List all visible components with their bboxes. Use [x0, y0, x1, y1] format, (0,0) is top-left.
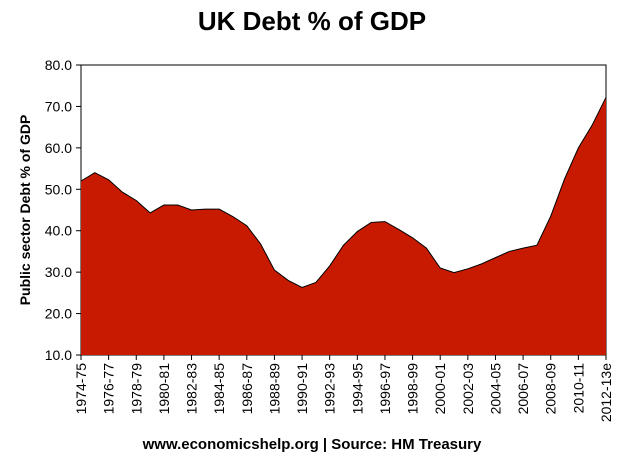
- x-tick-label: 1976-77: [101, 363, 117, 415]
- x-tick-label: 2006-07: [515, 363, 531, 415]
- x-tick-label: 1974-75: [73, 363, 89, 415]
- source-caption: www.economicshelp.org | Source: HM Treas…: [142, 436, 482, 453]
- y-tick-label: 50.0: [45, 181, 72, 197]
- y-tick-label: 10.0: [45, 347, 72, 363]
- x-tick-label: 1984-85: [211, 363, 227, 415]
- x-tick-label: 1982-83: [184, 363, 200, 415]
- x-tick-label: 1986-87: [239, 363, 255, 415]
- x-tick-label: 1996-97: [377, 363, 393, 415]
- x-tick-label: 2004-05: [487, 363, 503, 415]
- y-axis-title: Public sector Debt % of GDP: [17, 115, 33, 306]
- x-tick-label: 1994-95: [349, 363, 365, 415]
- x-tick-label: 2000-01: [432, 363, 448, 415]
- y-tick-label: 40.0: [45, 223, 72, 239]
- x-tick-label: 2002-03: [460, 363, 476, 415]
- debt-area-outline: [80, 97, 607, 289]
- x-tick-label: 1992-93: [322, 363, 338, 415]
- y-tick-label: 30.0: [45, 264, 72, 280]
- y-tick-label: 20.0: [45, 306, 72, 322]
- x-tick-label: 1978-79: [128, 363, 144, 415]
- x-tick-label: 1990-91: [294, 363, 310, 415]
- x-tick-label: 1980-81: [156, 363, 172, 415]
- x-tick-label: 1988-89: [266, 363, 282, 415]
- x-tick-label: 2012-13e: [598, 363, 614, 422]
- x-tick-label: 1998-99: [405, 363, 421, 415]
- chart-title: UK Debt % of GDP: [197, 6, 427, 36]
- y-tick-label: 80.0: [45, 57, 72, 73]
- y-tick-label: 70.0: [45, 98, 72, 114]
- debt-area-series: [81, 97, 606, 355]
- x-tick-label: 2008-09: [543, 363, 559, 415]
- x-tick-label: 2010-11: [570, 363, 586, 414]
- y-tick-label: 60.0: [45, 140, 72, 156]
